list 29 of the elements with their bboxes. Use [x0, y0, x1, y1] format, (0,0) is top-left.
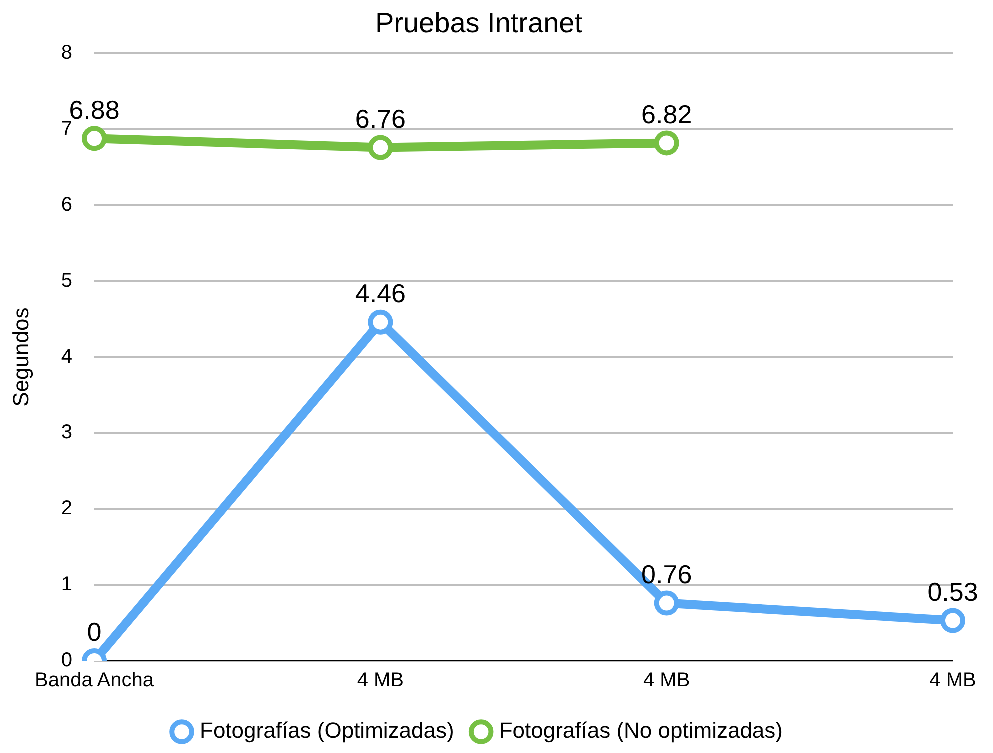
- data-label: 0: [87, 617, 102, 648]
- point: [368, 135, 394, 160]
- data-label: 0.76: [642, 559, 692, 590]
- point: [654, 130, 680, 156]
- y-tick-label: 3: [61, 422, 73, 444]
- data-label: 4.46: [355, 278, 406, 309]
- y-tick-label: 2: [61, 498, 73, 520]
- data-label: 6.76: [355, 104, 406, 134]
- y-tick-label: 5: [61, 270, 73, 292]
- chart-title: Pruebas Intranet: [375, 8, 583, 39]
- point: [368, 310, 394, 335]
- point: [654, 590, 680, 616]
- y-axis-title: Segundos: [8, 308, 34, 407]
- x-tick-label: 4 MB: [930, 670, 976, 692]
- data-label: 0.53: [928, 576, 978, 607]
- y-tick-label: 4: [61, 346, 73, 368]
- legend-label: Fotografías (No optimizadas): [499, 718, 783, 744]
- y-tick-label: 7: [61, 118, 73, 140]
- data-label: 6.82: [642, 99, 692, 130]
- x-tick-label: 4 MB: [357, 670, 404, 692]
- y-tick-label: 0: [61, 650, 73, 672]
- y-tick-label: 1: [61, 574, 73, 596]
- point: [940, 608, 966, 634]
- y-tick-label: 8: [61, 42, 73, 64]
- x-tick-label: Banda Ancha: [35, 670, 155, 692]
- point: [82, 126, 108, 152]
- y-tick-label: 6: [61, 194, 73, 216]
- x-tick-label: 4 MB: [643, 670, 690, 692]
- legend-label: Fotografías (Optimizadas): [200, 718, 454, 744]
